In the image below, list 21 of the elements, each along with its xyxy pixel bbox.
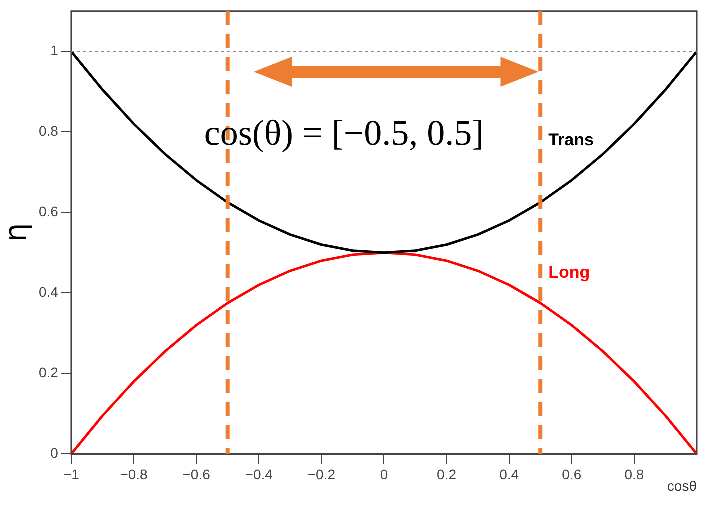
x-tick-label: 0.4 <box>500 466 520 482</box>
x-tick-label: 0.2 <box>437 466 457 482</box>
x-axis-title: cosθ <box>667 478 698 494</box>
x-tick-label: 0.8 <box>624 466 644 482</box>
y-tick-label: 0.4 <box>38 284 59 300</box>
x-tick-label: −0.6 <box>182 466 211 482</box>
x-tick-label: 0 <box>380 466 388 482</box>
y-tick-label: 0 <box>50 445 59 462</box>
annotation: cos(θ) = [−0.5, 0.5] <box>204 112 484 153</box>
x-tick-label: −0.8 <box>120 466 148 482</box>
x-tick-label: −1 <box>63 466 80 482</box>
y-tick-label: 1 <box>50 42 59 59</box>
series-label: Trans <box>548 130 594 150</box>
x-tick-label: −0.4 <box>245 466 274 482</box>
y-tick-label: 0.2 <box>38 364 59 381</box>
x-tick-label: 0.6 <box>562 466 582 482</box>
y-axis-title: η <box>0 223 34 242</box>
series-label: Long <box>548 262 590 282</box>
y-tick-label: 0.6 <box>38 204 59 220</box>
y-tick-label: 0.8 <box>38 123 59 140</box>
x-tick-label: −0.2 <box>308 466 336 482</box>
